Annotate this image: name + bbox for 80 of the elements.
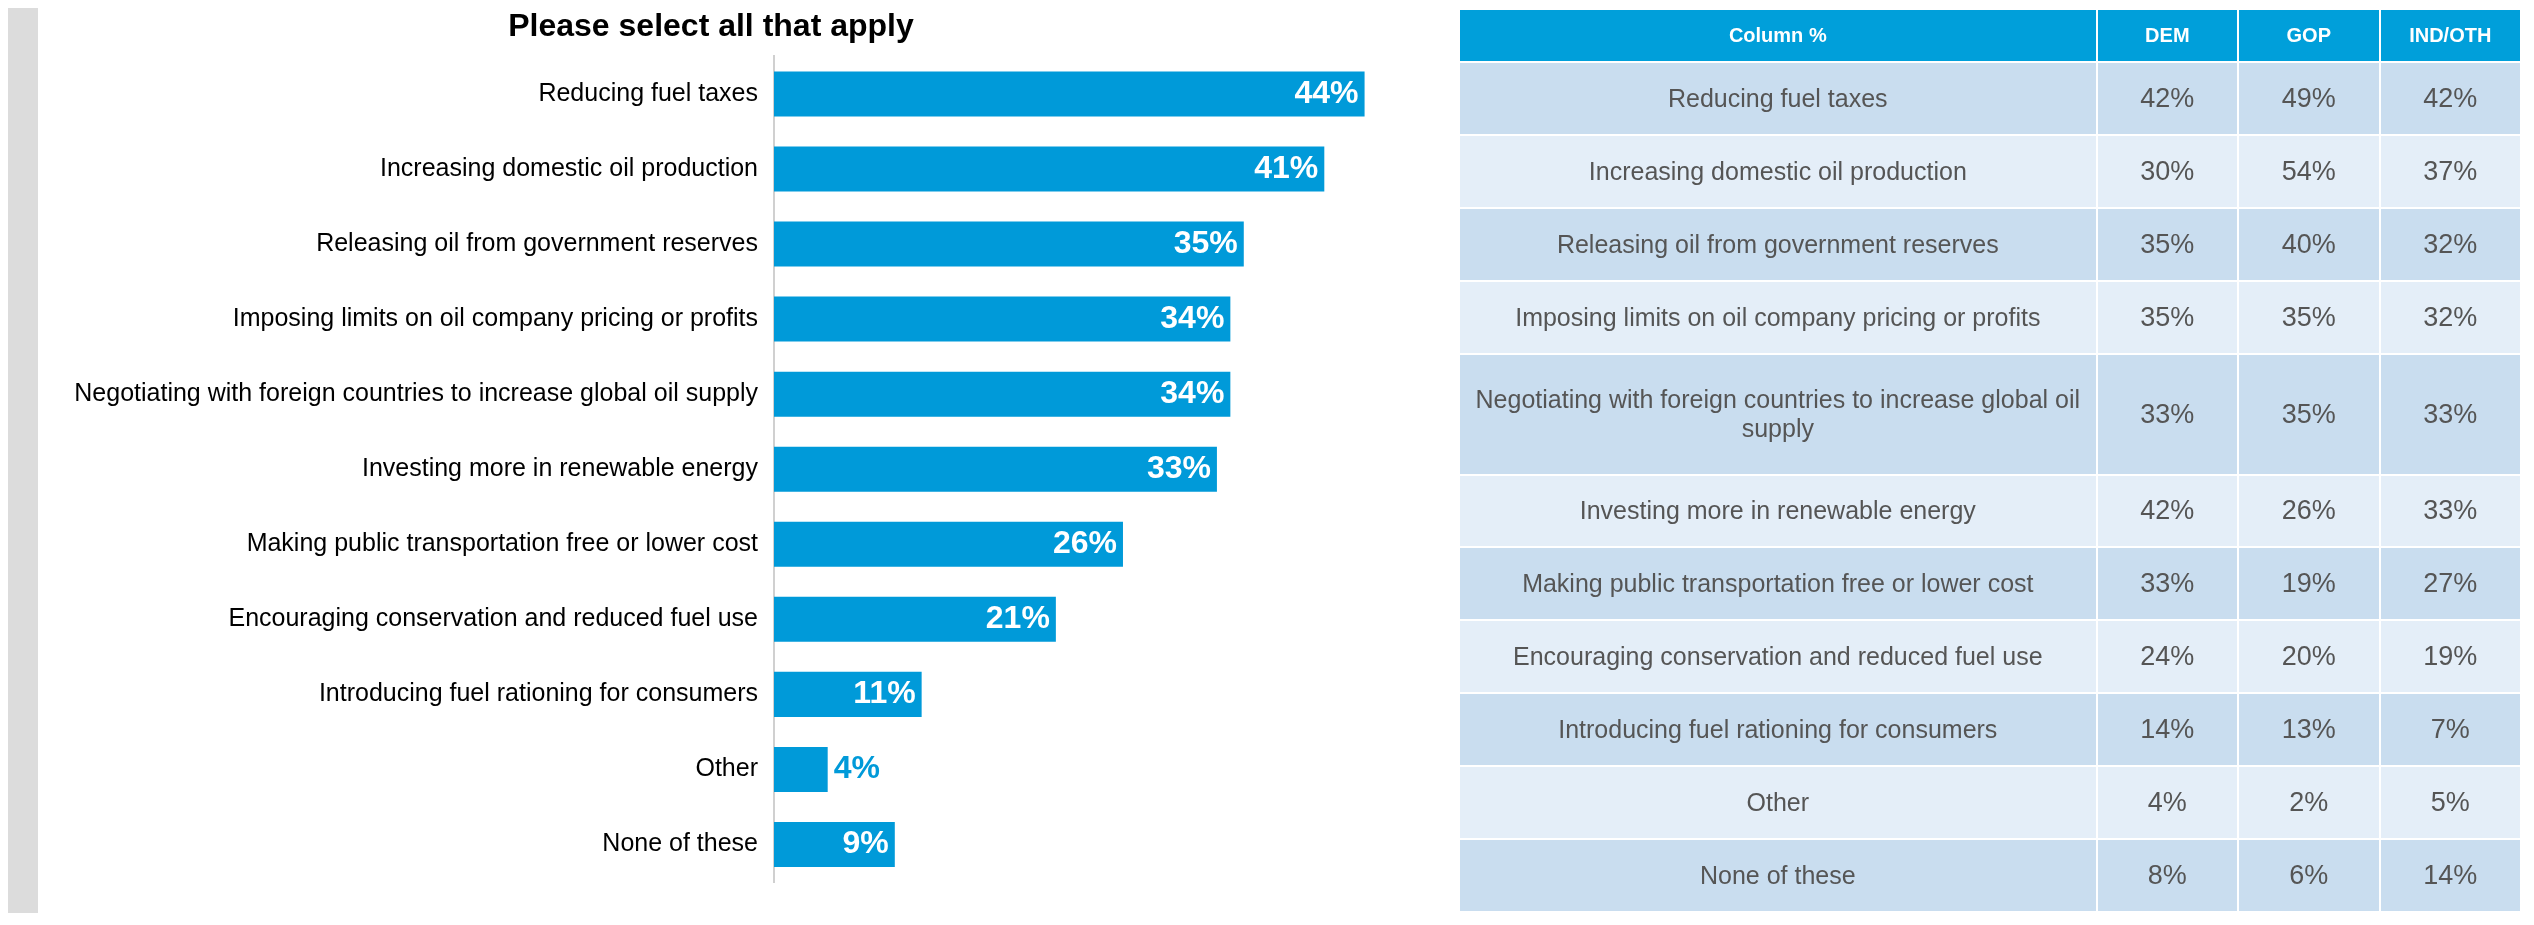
data-label: 34% [1160, 298, 1225, 335]
table-cell: 35% [2096, 207, 2239, 281]
table-cell: 32% [2379, 280, 2521, 354]
table-cell: Making public transportation free or lower cost [1459, 547, 2097, 621]
table-cell: 5% [2379, 766, 2521, 840]
header-cell: DEM [2096, 9, 2239, 62]
data-label: 33% [1146, 449, 1211, 486]
table-cell: 27% [2379, 547, 2521, 621]
table-cell: Imposing limits on oil company pricing or profits [1459, 280, 2097, 354]
table-cell: 20% [2238, 620, 2380, 694]
data-label: 4% [833, 749, 880, 786]
bar [774, 221, 1244, 267]
table-cell: 33% [2379, 353, 2521, 475]
bar [774, 746, 828, 792]
table-cell: 40% [2238, 207, 2380, 281]
header-cell: GOP [2238, 9, 2380, 62]
y-tick-label: Investing more in renewable energy [361, 453, 759, 482]
table-cell: 8% [2096, 839, 2239, 912]
y-tick-label: Negotiating with foreign countries to increase global oil supply [74, 378, 759, 407]
table-cell: 37% [2379, 134, 2521, 208]
data-label: 35% [1173, 223, 1238, 260]
table-cell: Negotiating with foreign countries to increase global oil supply [1459, 353, 2097, 475]
table-cell: 33% [2096, 547, 2239, 621]
table-cell: 19% [2238, 547, 2380, 621]
y-tick-label: Other [695, 753, 758, 782]
table-cell: Encouraging conservation and reduced fuel use [1459, 620, 2097, 694]
y-tick-label: Making public transportation free or lower cost [246, 528, 759, 557]
table-cell: 2% [2238, 766, 2380, 840]
table-cell: 6% [2238, 839, 2380, 912]
data-label: 41% [1254, 148, 1319, 185]
bar [774, 371, 1231, 417]
bar [774, 146, 1325, 192]
data-label: 11% [853, 674, 916, 711]
y-tick-label: Imposing limits on oil company pricing or profits [232, 302, 758, 331]
bar [774, 71, 1365, 117]
y-tick-label: Encouraging conservation and reduced fuel use [228, 603, 758, 632]
table-cell: 42% [2096, 62, 2239, 135]
y-tick-label: Increasing domestic oil production [380, 152, 758, 181]
table-cell: Increasing domestic oil production [1459, 134, 2097, 208]
table-cell: 35% [2238, 353, 2380, 475]
table-cell: 24% [2096, 620, 2239, 694]
table-cell: Releasing oil from government reserves [1459, 207, 2097, 281]
y-tick-label: Releasing oil from government reserves [316, 227, 758, 256]
table-cell: 54% [2238, 134, 2380, 208]
table-cell: 42% [2096, 474, 2239, 548]
table-cell: 42% [2379, 62, 2521, 135]
table-cell: Other [1459, 766, 2097, 840]
bar [774, 296, 1231, 342]
data-label: 26% [1052, 524, 1117, 561]
table-cell: 32% [2379, 207, 2521, 281]
data-label: 9% [842, 824, 889, 861]
table-cell: 33% [2379, 474, 2521, 548]
table-cell: Introducing fuel rationing for consumers [1459, 693, 2097, 767]
y-tick-label: Reducing fuel taxes [538, 77, 758, 106]
table-cell: None of these [1459, 839, 2097, 912]
table-cell: Reducing fuel taxes [1459, 62, 2097, 135]
header-cell: IND/OTH [2379, 9, 2521, 62]
table-cell: 33% [2096, 353, 2239, 475]
bar [774, 521, 1123, 567]
y-tick-label: None of these [602, 828, 758, 857]
y-tick-label: Introducing fuel rationing for consumers [318, 678, 758, 707]
table-cell: Investing more in renewable energy [1459, 474, 2097, 548]
table-cell: 35% [2096, 280, 2239, 354]
data-label: 34% [1160, 373, 1225, 410]
table-cell: 26% [2238, 474, 2380, 548]
table-cell: 7% [2379, 693, 2521, 767]
table-cell: 35% [2238, 280, 2380, 354]
table-cell: 13% [2238, 693, 2380, 767]
chart-title: Please select all that apply [508, 7, 914, 44]
bar [774, 596, 1056, 642]
table-cell: 30% [2096, 134, 2239, 208]
table-cell: 4% [2096, 766, 2239, 840]
bar [774, 446, 1217, 492]
data-label: 44% [1294, 73, 1359, 110]
table-cell: 14% [2379, 839, 2521, 912]
table-cell: 14% [2096, 693, 2239, 767]
table-cell: 19% [2379, 620, 2521, 694]
data-label: 21% [985, 599, 1050, 636]
table-cell: 49% [2238, 62, 2380, 135]
header-cell: Column % [1459, 9, 2097, 62]
